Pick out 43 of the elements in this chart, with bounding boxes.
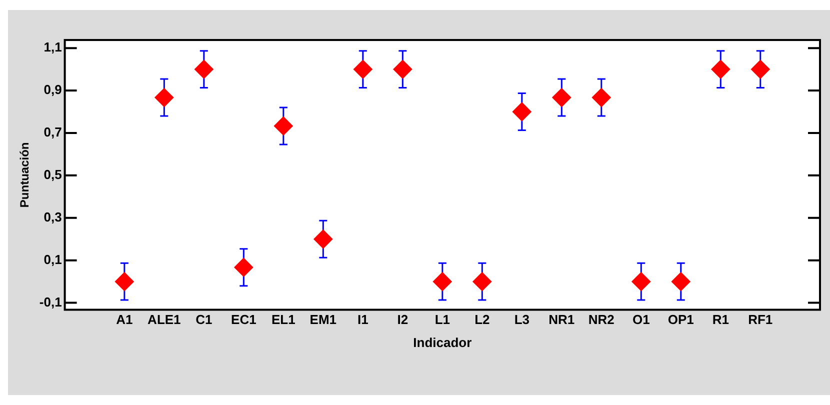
point <box>314 230 333 249</box>
x-tick-label: NR1 <box>548 312 575 328</box>
point <box>353 60 372 79</box>
y-tick-label: 1,1 <box>44 40 62 55</box>
y-axis-title: Puntuación <box>18 142 32 208</box>
x-tick-label: I2 <box>397 312 408 328</box>
x-tick-label: R1 <box>712 312 729 328</box>
x-tick-label: L2 <box>474 312 490 328</box>
y-tick-label: -0,1 <box>39 294 62 310</box>
point <box>154 88 174 108</box>
x-tick-label: I1 <box>357 312 368 328</box>
point <box>552 88 572 108</box>
y-tick-label: 0,1 <box>44 252 62 267</box>
point <box>711 60 730 79</box>
x-tick-label: OP1 <box>668 312 694 328</box>
y-tick-label: 0,9 <box>44 82 62 98</box>
x-tick-label: L1 <box>434 312 450 328</box>
point <box>632 272 651 292</box>
x-tick-label: RF1 <box>748 312 773 328</box>
x-tick-label: NR2 <box>588 312 614 328</box>
x-tick-label: L3 <box>514 312 530 328</box>
point <box>393 60 412 79</box>
point <box>432 272 452 292</box>
point <box>194 60 214 79</box>
point <box>592 88 611 108</box>
y-tick-label: 0,3 <box>44 209 62 224</box>
x-tick-label: EC1 <box>231 312 256 328</box>
point <box>671 272 690 292</box>
point <box>274 116 293 136</box>
x-tick-label: A1 <box>116 312 133 328</box>
point <box>114 272 134 292</box>
x-axis-title: Indicador <box>413 334 472 350</box>
x-tick-label: ALE1 <box>148 312 181 328</box>
x-tick-label: C1 <box>196 312 212 328</box>
point <box>234 258 254 277</box>
point <box>472 272 492 292</box>
x-tick-label: EM1 <box>310 312 337 328</box>
point <box>512 102 532 122</box>
y-tick-label: 0,7 <box>44 124 62 140</box>
y-tick-label: 0,5 <box>44 167 62 182</box>
x-tick-label: EL1 <box>271 312 296 328</box>
x-tick-label: O1 <box>632 312 650 328</box>
point <box>750 60 770 79</box>
